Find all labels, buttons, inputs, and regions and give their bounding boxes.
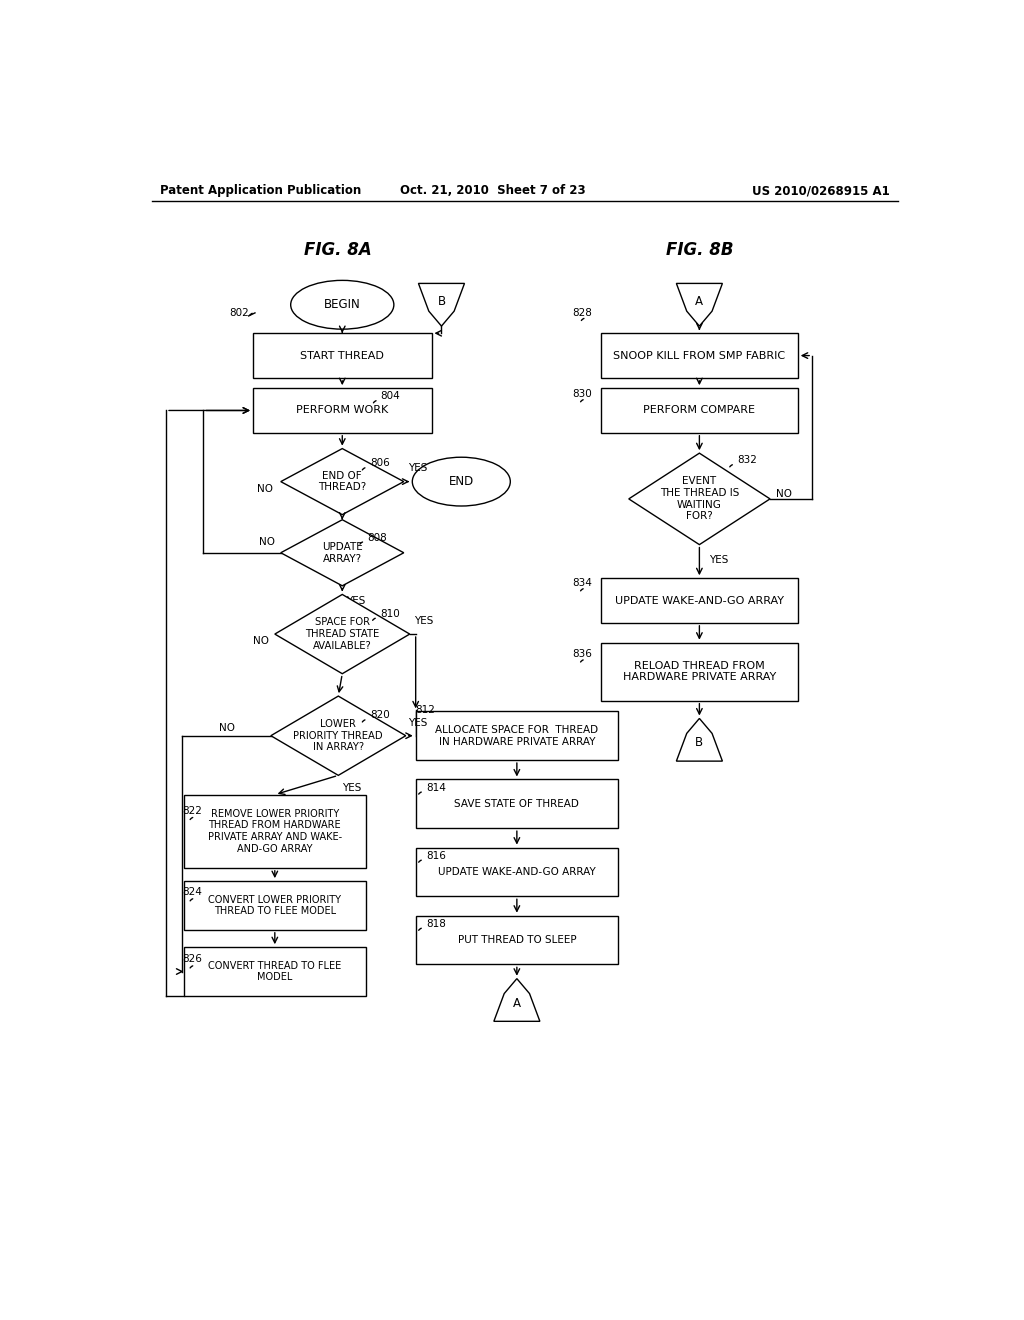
Text: RELOAD THREAD FROM
HARDWARE PRIVATE ARRAY: RELOAD THREAD FROM HARDWARE PRIVATE ARRA…	[623, 661, 776, 682]
Text: 806: 806	[370, 458, 390, 469]
Text: 832: 832	[737, 455, 758, 465]
Text: B: B	[437, 296, 445, 308]
FancyBboxPatch shape	[416, 847, 618, 896]
Text: US 2010/0268915 A1: US 2010/0268915 A1	[752, 185, 890, 198]
Text: 808: 808	[368, 532, 387, 543]
Text: END: END	[449, 475, 474, 488]
Text: ALLOCATE SPACE FOR  THREAD
IN HARDWARE PRIVATE ARRAY: ALLOCATE SPACE FOR THREAD IN HARDWARE PR…	[435, 725, 598, 747]
Text: NO: NO	[776, 488, 793, 499]
FancyBboxPatch shape	[601, 333, 798, 378]
Text: CONVERT LOWER PRIORITY
THREAD TO FLEE MODEL: CONVERT LOWER PRIORITY THREAD TO FLEE MO…	[208, 895, 341, 916]
Text: UPDATE WAKE-AND-GO ARRAY: UPDATE WAKE-AND-GO ARRAY	[438, 867, 596, 876]
FancyBboxPatch shape	[601, 643, 798, 701]
Polygon shape	[274, 594, 410, 673]
Ellipse shape	[413, 457, 510, 506]
Text: A: A	[513, 997, 521, 1010]
Text: FIG. 8B: FIG. 8B	[666, 240, 733, 259]
Text: REMOVE LOWER PRIORITY
THREAD FROM HARDWARE
PRIVATE ARRAY AND WAKE-
AND-GO ARRAY: REMOVE LOWER PRIORITY THREAD FROM HARDWA…	[208, 809, 342, 854]
Text: Oct. 21, 2010  Sheet 7 of 23: Oct. 21, 2010 Sheet 7 of 23	[400, 185, 586, 198]
Text: 802: 802	[229, 308, 249, 318]
Text: END OF
THREAD?: END OF THREAD?	[318, 471, 367, 492]
Polygon shape	[419, 284, 465, 326]
Text: 822: 822	[182, 807, 202, 816]
FancyBboxPatch shape	[601, 578, 798, 623]
Text: 810: 810	[380, 609, 400, 619]
Text: NO: NO	[253, 636, 268, 647]
Text: NO: NO	[219, 722, 236, 733]
Polygon shape	[281, 520, 403, 586]
FancyBboxPatch shape	[416, 711, 618, 760]
Text: SAVE STATE OF THREAD: SAVE STATE OF THREAD	[455, 799, 580, 809]
Text: LOWER
PRIORITY THREAD
IN ARRAY?: LOWER PRIORITY THREAD IN ARRAY?	[294, 719, 383, 752]
Text: YES: YES	[414, 616, 433, 626]
Text: 812: 812	[416, 705, 435, 715]
Text: YES: YES	[342, 783, 361, 792]
Text: 830: 830	[572, 389, 592, 399]
Polygon shape	[629, 453, 770, 545]
FancyBboxPatch shape	[416, 779, 618, 828]
Text: UPDATE WAKE-AND-GO ARRAY: UPDATE WAKE-AND-GO ARRAY	[614, 595, 784, 606]
FancyBboxPatch shape	[183, 795, 367, 867]
Polygon shape	[494, 978, 540, 1022]
Polygon shape	[677, 718, 722, 762]
Text: PERFORM COMPARE: PERFORM COMPARE	[643, 405, 756, 416]
Polygon shape	[677, 284, 722, 326]
Text: START THREAD: START THREAD	[300, 351, 384, 360]
Text: CONVERT THREAD TO FLEE
MODEL: CONVERT THREAD TO FLEE MODEL	[208, 961, 341, 982]
Text: YES: YES	[709, 554, 728, 565]
Text: B: B	[695, 737, 703, 750]
FancyBboxPatch shape	[183, 948, 367, 995]
Text: PERFORM WORK: PERFORM WORK	[296, 405, 388, 416]
Text: 816: 816	[426, 850, 446, 861]
Text: PUT THREAD TO SLEEP: PUT THREAD TO SLEEP	[458, 935, 577, 945]
Text: UPDATE
ARRAY?: UPDATE ARRAY?	[322, 543, 362, 564]
Text: YES: YES	[346, 597, 366, 606]
Text: 828: 828	[572, 308, 592, 318]
Text: NO: NO	[258, 537, 274, 546]
Text: 818: 818	[426, 919, 446, 929]
Text: BEGIN: BEGIN	[324, 298, 360, 312]
Text: 834: 834	[572, 578, 592, 589]
FancyBboxPatch shape	[183, 880, 367, 929]
Text: SPACE FOR
THREAD STATE
AVAILABLE?: SPACE FOR THREAD STATE AVAILABLE?	[305, 618, 380, 651]
Polygon shape	[270, 696, 406, 775]
Text: 820: 820	[370, 710, 390, 721]
Polygon shape	[281, 449, 403, 515]
Text: NO: NO	[257, 483, 273, 494]
Text: 836: 836	[572, 649, 592, 660]
FancyBboxPatch shape	[416, 916, 618, 965]
FancyBboxPatch shape	[601, 388, 798, 433]
Text: A: A	[695, 296, 703, 308]
Text: 804: 804	[380, 391, 400, 401]
Text: 826: 826	[182, 954, 202, 965]
FancyBboxPatch shape	[253, 333, 431, 378]
Text: 824: 824	[182, 887, 202, 898]
Text: FIG. 8A: FIG. 8A	[304, 240, 372, 259]
Ellipse shape	[291, 280, 394, 329]
FancyBboxPatch shape	[253, 388, 431, 433]
Text: EVENT
THE THREAD IS
WAITING
FOR?: EVENT THE THREAD IS WAITING FOR?	[659, 477, 739, 521]
Text: 814: 814	[426, 783, 446, 792]
Text: YES: YES	[409, 718, 427, 727]
Text: Patent Application Publication: Patent Application Publication	[160, 185, 361, 198]
Text: SNOOP KILL FROM SMP FABRIC: SNOOP KILL FROM SMP FABRIC	[613, 351, 785, 360]
Text: YES: YES	[408, 463, 427, 474]
